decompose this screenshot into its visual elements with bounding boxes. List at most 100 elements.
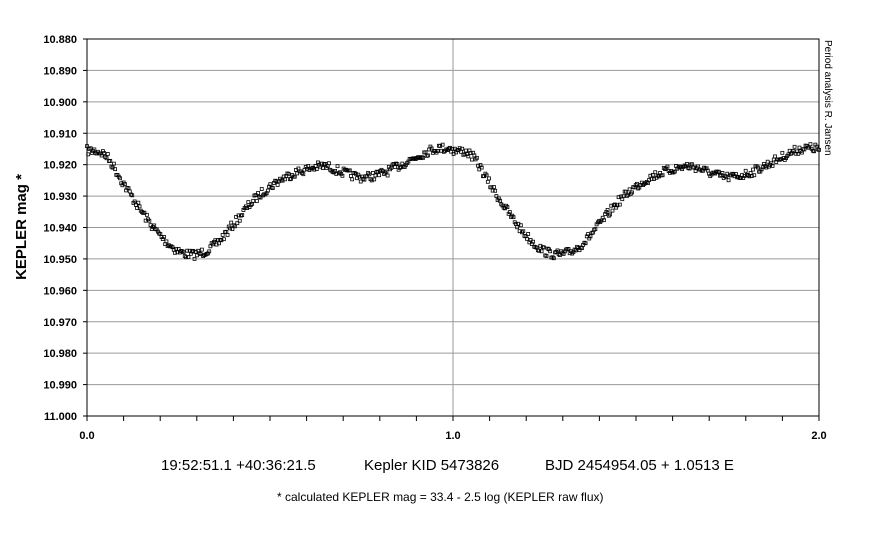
data-point xyxy=(353,171,358,176)
data-point xyxy=(228,226,232,231)
data-point xyxy=(539,249,544,254)
data-point xyxy=(327,161,331,166)
data-point xyxy=(192,256,197,261)
data-point xyxy=(685,162,689,166)
data-point xyxy=(176,247,181,251)
y-tick-label: 10.960 xyxy=(43,285,77,297)
data-point xyxy=(256,191,260,195)
data-point xyxy=(423,150,428,155)
data-point xyxy=(479,165,484,170)
data-point xyxy=(630,190,634,195)
data-point xyxy=(492,185,496,189)
data-point xyxy=(743,168,748,173)
data-point xyxy=(347,168,352,173)
x-tick-label: 1.0 xyxy=(445,430,460,442)
y-tick-label: 10.990 xyxy=(43,380,77,392)
data-point xyxy=(372,177,377,182)
data-point xyxy=(548,249,553,254)
data-point xyxy=(791,149,796,153)
data-point xyxy=(232,224,237,229)
data-point xyxy=(531,239,535,244)
data-point xyxy=(649,176,654,181)
x-tick-label: 0.0 xyxy=(79,430,94,442)
data-point xyxy=(780,150,785,155)
data-point xyxy=(230,227,235,232)
data-point xyxy=(130,193,135,198)
data-point xyxy=(511,215,516,220)
data-point xyxy=(384,169,389,174)
grid-layer xyxy=(87,39,819,416)
data-point xyxy=(225,232,230,237)
data-point xyxy=(358,179,363,184)
data-point xyxy=(137,204,142,209)
y-tick-label: 10.940 xyxy=(43,223,77,235)
data-point xyxy=(265,188,270,193)
data-point xyxy=(259,187,264,191)
data-point xyxy=(314,167,319,171)
data-point xyxy=(274,179,279,184)
data-point xyxy=(786,152,791,157)
data-point xyxy=(657,174,661,179)
data-point xyxy=(251,198,256,203)
data-point xyxy=(373,173,378,178)
data-point xyxy=(350,177,355,182)
data-point xyxy=(323,162,328,166)
data-point xyxy=(537,248,542,253)
data-point xyxy=(254,199,259,203)
data-point xyxy=(174,246,179,251)
data-point xyxy=(687,166,692,171)
data-point xyxy=(457,146,462,151)
data-point xyxy=(609,203,614,208)
data-point xyxy=(429,146,434,151)
data-point xyxy=(319,161,324,166)
data-points-layer xyxy=(85,142,821,261)
data-point xyxy=(792,144,797,149)
data-point xyxy=(185,248,190,253)
data-point xyxy=(301,172,306,177)
data-point xyxy=(127,189,132,194)
data-point xyxy=(544,254,549,258)
data-point xyxy=(191,248,196,253)
data-point xyxy=(752,173,757,178)
data-point xyxy=(765,159,770,164)
data-point xyxy=(237,218,242,223)
data-point xyxy=(220,233,225,237)
data-point xyxy=(198,252,203,256)
data-point xyxy=(426,153,430,158)
data-point xyxy=(617,202,622,207)
data-point xyxy=(369,178,374,183)
data-point xyxy=(335,164,340,169)
data-point xyxy=(797,145,802,150)
data-point xyxy=(99,153,104,158)
data-point xyxy=(104,156,109,161)
y-tick-label: 10.970 xyxy=(43,317,77,329)
data-point xyxy=(367,172,372,177)
data-point xyxy=(518,223,523,228)
data-point xyxy=(113,167,118,172)
data-point xyxy=(493,188,498,193)
data-point xyxy=(799,150,804,155)
data-point xyxy=(615,203,620,208)
data-point xyxy=(515,225,520,230)
data-point xyxy=(236,213,241,218)
data-point xyxy=(152,223,157,228)
data-point xyxy=(770,163,775,168)
data-point xyxy=(105,152,110,156)
data-point xyxy=(808,142,813,147)
data-point xyxy=(164,239,169,244)
y-tick-label: 11.000 xyxy=(44,411,77,423)
data-point xyxy=(147,218,152,223)
data-point xyxy=(635,181,639,186)
data-point xyxy=(162,235,166,239)
data-point xyxy=(507,210,512,214)
data-point xyxy=(602,218,606,223)
footnote-text: * calculated KEPLER mag = 33.4 - 2.5 log… xyxy=(277,490,604,504)
y-tick-label: 10.930 xyxy=(43,191,77,203)
coordinates-label: 19:52:51.1 +40:36:21.5 xyxy=(161,457,316,474)
data-point xyxy=(295,171,300,176)
data-point xyxy=(751,167,755,172)
data-point xyxy=(521,229,526,234)
data-point xyxy=(796,151,801,156)
data-point xyxy=(566,247,571,251)
